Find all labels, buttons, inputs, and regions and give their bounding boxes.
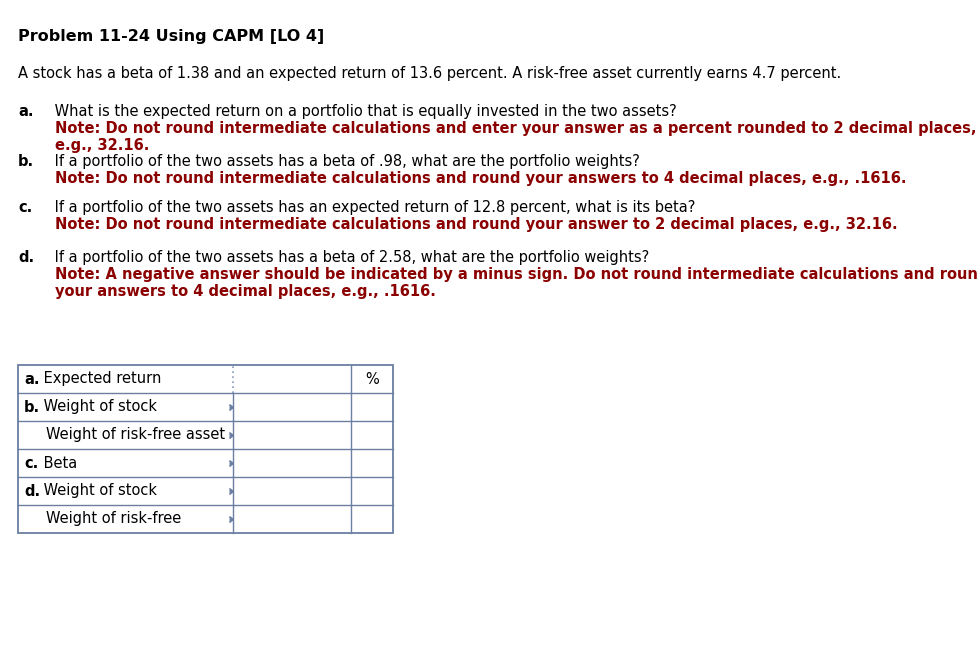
Text: Weight of risk-free asset: Weight of risk-free asset [46, 428, 225, 442]
Text: If a portfolio of the two assets has a beta of 2.58, what are the portfolio weig: If a portfolio of the two assets has a b… [50, 250, 649, 265]
Text: If a portfolio of the two assets has a beta of .98, what are the portfolio weigh: If a portfolio of the two assets has a b… [50, 154, 639, 169]
Text: b.: b. [18, 154, 34, 169]
Text: e.g., 32.16.: e.g., 32.16. [55, 138, 149, 153]
Text: If a portfolio of the two assets has an expected return of 12.8 percent, what is: If a portfolio of the two assets has an … [50, 200, 695, 215]
Text: d.: d. [18, 250, 34, 265]
Text: What is the expected return on a portfolio that is equally invested in the two a: What is the expected return on a portfol… [50, 104, 676, 119]
Text: b.: b. [24, 400, 40, 414]
Text: your answers to 4 decimal places, e.g., .1616.: your answers to 4 decimal places, e.g., … [55, 284, 436, 299]
Text: Note: Do not round intermediate calculations and enter your answer as a percent : Note: Do not round intermediate calculat… [55, 121, 975, 136]
Text: c.: c. [24, 456, 38, 471]
Text: Expected return: Expected return [39, 371, 161, 386]
Text: Weight of stock: Weight of stock [39, 400, 157, 414]
Text: Note: Do not round intermediate calculations and round your answers to 4 decimal: Note: Do not round intermediate calculat… [55, 171, 906, 186]
Text: c.: c. [18, 200, 32, 215]
Text: Weight of risk-free: Weight of risk-free [46, 511, 181, 527]
Text: a.: a. [18, 104, 33, 119]
Text: a.: a. [24, 371, 39, 386]
Text: d.: d. [24, 483, 40, 499]
Text: Weight of stock: Weight of stock [39, 483, 157, 499]
Text: Note: Do not round intermediate calculations and round your answer to 2 decimal : Note: Do not round intermediate calculat… [55, 217, 897, 232]
Text: Problem 11-24 Using CAPM [LO 4]: Problem 11-24 Using CAPM [LO 4] [18, 29, 324, 44]
Text: A stock has a beta of 1.38 and an expected return of 13.6 percent. A risk-free a: A stock has a beta of 1.38 and an expect… [18, 66, 840, 81]
Text: Note: A negative answer should be indicated by a minus sign. Do not round interm: Note: A negative answer should be indica… [55, 267, 977, 282]
Text: Beta: Beta [39, 456, 77, 471]
Text: %: % [364, 371, 378, 386]
